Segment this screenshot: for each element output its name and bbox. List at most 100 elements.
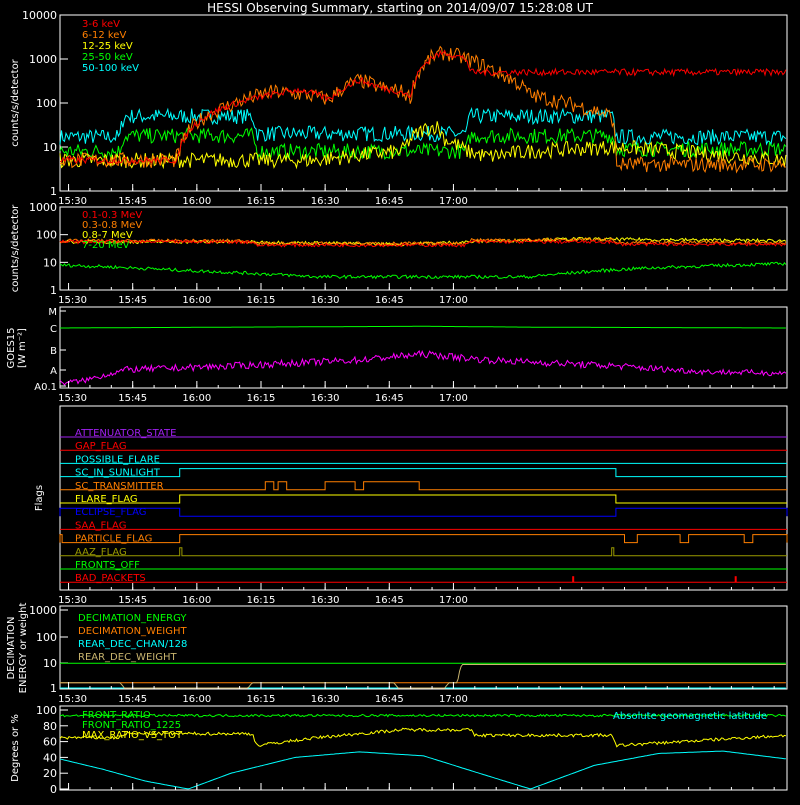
time-tick-label: 17:00 [439,295,468,306]
series-line-25-50-keV [59,127,787,161]
flag-label: SAA_FLAG [75,520,126,531]
series-line-6-12-keV [59,45,786,174]
time-tick-label: 16:00 [182,595,211,606]
y-tick-label: 20 [43,767,57,780]
legend-entry: 7-20 MeV [82,240,130,251]
series-line-REAR_DEC_WEIGHT [60,664,786,689]
panel-goes-ylabel: GOES15 [6,327,17,368]
time-tick-label: 15:30 [58,295,87,306]
legend-entry: MAX_RATIO_VS_TOT [82,730,183,741]
panel-ratio-ylabel: Degrees or % [10,714,21,782]
legend-entry: FRONT_RATIO_1225 [82,720,181,731]
y-tick-label: 80 [43,720,57,733]
geomag-annotation: Absolute geomagnetic latitude [613,711,767,722]
legend-entry: 0.1-0.3 MeV [82,210,142,221]
legend-entry: 12-25 keV [82,41,133,52]
flag-label: FRONTS_OFF [75,560,140,571]
series-line-3-6-keV [60,49,787,165]
time-tick-label: 16:45 [375,393,404,404]
flag-label: SC_IN_SUNLIGHT [75,468,161,479]
goes-class-label: A [50,366,57,377]
flag-label: POSSIBLE_FLARE [75,454,160,465]
y-tick-label: 60 [43,736,57,749]
legend-entry: FRONT_RATIO [82,710,151,721]
y-tick-label: 10 [43,141,57,154]
panel-flags-frame [59,405,788,591]
time-tick-label: 16:45 [375,295,404,306]
y-tick-label: 1 [50,284,57,297]
panel-low-energy-ylabel: counts/s/detector [10,58,21,146]
legend-entry: REAR_DEC_WEIGHT [78,652,177,663]
time-tick-label: 16:00 [182,393,211,404]
y-tick-label: 1000 [29,604,57,617]
y-tick-label: 1 [50,682,57,695]
series-line-front-ratio [59,713,787,718]
time-tick-label: 16:30 [311,196,340,207]
flag-line [60,468,787,478]
time-tick-label: 16:15 [247,393,276,404]
time-tick-label: 16:45 [375,694,404,705]
series-line-12-25-keV [59,121,787,170]
y-tick-label: 100 [36,97,57,110]
y-tick-label: 10000 [22,9,57,22]
time-tick-label: 15:45 [118,196,147,207]
time-tick-label: 16:00 [182,196,211,207]
time-tick-label: 15:30 [58,393,87,404]
series-line-50-100-keV [59,106,787,146]
goes-class-label: C [50,324,57,335]
y-tick-label: 1 [50,185,57,198]
time-tick-label: 16:30 [311,295,340,306]
time-tick-label: 15:30 [58,694,87,705]
y-tick-label: 40 [43,751,57,764]
panel-goes-yunit: [W m⁻²] [17,328,28,368]
time-tick-label: 16:00 [182,694,211,705]
y-tick-label: 100 [36,631,57,644]
flag-label: BAD_PACKETS [75,573,146,584]
y-tick-label: 1000 [29,201,57,214]
panel-ratio-frame [59,705,788,791]
series-line-0-1-0-3-MeV [59,239,787,248]
goes-class-label: B [50,346,57,357]
time-tick-label: 15:45 [118,295,147,306]
goes-class-label: A0.1 [34,382,57,393]
legend-entry: 0.8-7 MeV [82,230,133,241]
flag-line [60,481,787,491]
flag-label: SC_TRANSMITTER [75,481,164,492]
time-tick-label: 17:00 [439,694,468,705]
time-tick-label: 16:15 [247,595,276,606]
panel-decimation-ylabel-1: DECIMATION [6,616,17,679]
time-tick-label: 15:45 [118,595,147,606]
time-tick-label: 16:30 [311,694,340,705]
legend-entry: 0.3-0.8 MeV [82,220,142,231]
time-tick-label: 16:15 [247,295,276,306]
time-tick-label: 17:00 [439,393,468,404]
time-tick-label: 17:00 [439,595,468,606]
y-tick-label: 100 [36,704,57,717]
y-tick-label: 10 [43,256,57,269]
flag-label: AAZ_FLAG [75,547,127,558]
flag-label: ECLIPSE_FLAG [75,507,146,518]
legend-entry: DECIMATION_ENERGY [78,613,187,624]
legend-entry: 25-50 keV [82,52,133,63]
flag-label: GAP_FLAG [75,441,127,452]
y-tick-label: 1000 [29,53,57,66]
panel-high-energy-frame [59,206,788,291]
panel-decimation-ylabel-2: ENERGY or weight [18,603,29,694]
time-tick-label: 15:45 [118,393,147,404]
flag-label: FLARE_FLAG [75,494,138,505]
series-line-goes-short [59,350,787,386]
legend-entry: DECIMATION_WEIGHT [78,626,187,637]
time-tick-label: 15:30 [58,196,87,207]
time-tick-label: 16:45 [375,595,404,606]
time-tick-label: 16:30 [311,393,340,404]
time-tick-label: 16:15 [247,196,276,207]
series-line-max-ratio [59,727,786,748]
flag-label: ATTENUATOR_STATE [75,428,176,439]
flag-line [60,494,787,504]
time-tick-label: 16:30 [311,595,340,606]
time-tick-label: 16:45 [375,196,404,207]
goes-class-label: M [48,307,57,318]
time-tick-label: 16:15 [247,694,276,705]
